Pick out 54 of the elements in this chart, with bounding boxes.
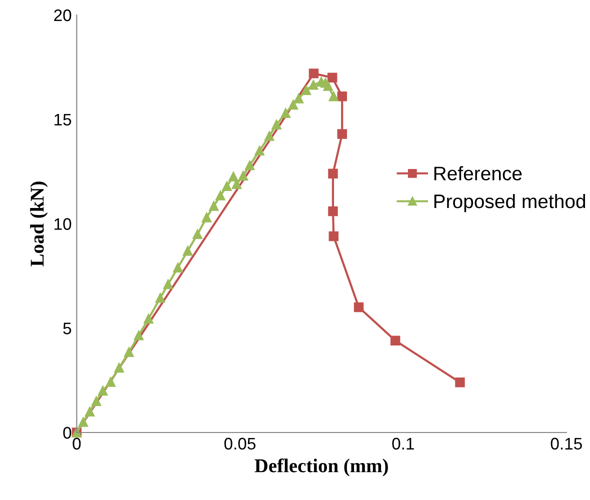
point (91, 396, 102, 406)
point (155, 292, 166, 303)
point (238, 170, 248, 181)
point (280, 108, 290, 118)
point (98, 386, 108, 396)
point (337, 92, 347, 102)
point (244, 160, 255, 170)
point (222, 181, 232, 192)
point (134, 330, 144, 340)
point (390, 336, 400, 346)
point (124, 347, 134, 357)
point (327, 72, 338, 82)
y-tick-label: 0 (63, 426, 72, 439)
point (202, 212, 212, 222)
x-axis-title: Deflection (mm) (254, 458, 388, 476)
y-tick-label: 20 (54, 9, 72, 22)
x-tick-label: 0.05 (224, 438, 256, 450)
y-tick-label: 5 (63, 322, 72, 334)
point (328, 206, 338, 216)
point (228, 172, 238, 182)
x-tick-label: 0 (72, 438, 81, 450)
x-tick-label: 0.1 (392, 438, 414, 450)
point (288, 100, 298, 110)
point (328, 231, 338, 242)
point (308, 68, 319, 78)
point (254, 146, 264, 156)
legend-label: Reference (434, 166, 522, 180)
point (106, 377, 116, 387)
point (337, 129, 347, 139)
point (354, 302, 364, 312)
point (328, 92, 338, 102)
point (301, 85, 312, 96)
point (182, 246, 193, 256)
point (78, 417, 88, 427)
point (455, 378, 465, 388)
y-axis-title: Load (kN) (30, 182, 48, 266)
point (192, 229, 202, 240)
point (208, 201, 219, 211)
point (308, 80, 318, 90)
point (272, 120, 282, 130)
point (323, 81, 333, 91)
point (173, 262, 183, 272)
point (163, 279, 173, 290)
y-tick-label: 10 (54, 218, 72, 230)
point (215, 190, 226, 200)
legend-label: Proposed method (434, 194, 586, 212)
point (114, 362, 124, 373)
point (294, 94, 304, 104)
x-tick-label: 0.15 (550, 438, 582, 450)
point (84, 406, 95, 416)
y-tick-label: 15 (54, 114, 72, 126)
point (328, 168, 338, 179)
point (264, 131, 274, 141)
point (144, 314, 154, 324)
